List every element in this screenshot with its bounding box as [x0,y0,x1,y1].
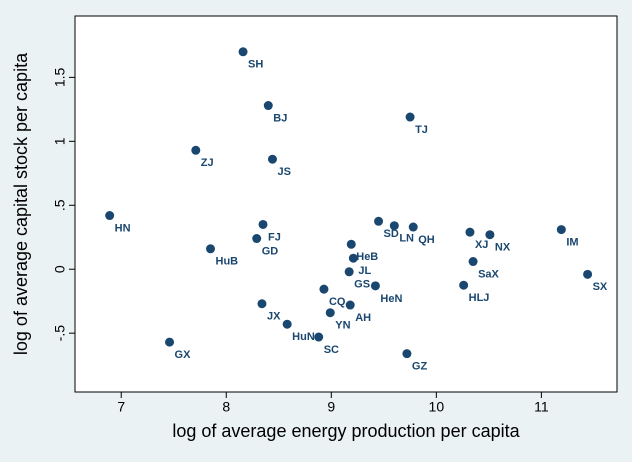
point [348,253,358,263]
point [344,267,354,277]
point [165,337,175,347]
point [267,154,277,164]
point-label: YN [335,320,350,332]
y-tick-label: 1.5 [52,67,68,87]
point-label: HLJ [469,292,490,304]
point-label: SD [384,228,399,240]
point-label: JX [267,311,281,323]
x-axis-label: log of average energy production per cap… [172,421,520,441]
x-tick-label: 11 [534,399,549,415]
point-label: CQ [329,296,346,308]
point-label: GX [175,349,192,361]
point-label: BJ [273,112,287,124]
point [408,222,418,232]
point-label: IM [566,236,578,248]
point [370,281,380,291]
y-tick-label: 0 [52,265,68,273]
point [405,112,415,122]
point [465,227,475,237]
point [346,239,356,249]
point [374,216,384,226]
point [485,230,495,240]
point [345,300,355,310]
point [583,269,593,279]
point [263,101,273,111]
y-tick-label: -.5 [52,325,68,342]
point [459,280,469,290]
point-label: HuN [292,331,315,343]
point-label: GZ [412,361,428,373]
point-label: HuB [216,256,239,268]
point [325,308,335,318]
point-label: SH [248,59,263,71]
x-tick-label: 9 [327,399,335,415]
point [238,47,248,57]
plot-area [74,15,618,393]
point [468,257,478,267]
point-label: AH [355,312,371,324]
point [105,211,115,221]
x-tick-label: 10 [429,399,445,415]
point [319,284,329,294]
point-label: FJ [268,231,281,243]
point [282,319,292,329]
point-label: GS [354,279,370,291]
point [402,349,412,359]
point-label: JS [277,166,290,178]
point-label: HN [115,222,131,234]
point [389,221,399,231]
point-label: LN [399,233,414,245]
point-label: GD [262,245,279,257]
point-label: HeN [380,293,402,305]
point [252,234,262,244]
point-label: ZJ [201,157,214,169]
point [206,244,215,254]
point [556,225,566,235]
point-label: SX [593,281,608,293]
point-label: SC [324,344,339,356]
point-label: TJ [415,124,428,136]
y-axis-label: log of average capital stock per capita [11,52,31,355]
point [314,332,324,342]
point-label: SaX [478,268,499,280]
point-label: JL [358,265,371,277]
point [191,145,201,155]
point-label: XJ [475,239,488,251]
x-tick-label: 8 [222,399,230,415]
point [258,219,268,229]
point [257,299,267,309]
point-label: QH [418,234,435,246]
point-label: NX [495,242,511,254]
point-label: HeB [356,251,378,263]
y-tick-label: .5 [52,199,68,211]
y-tick-label: 1 [52,137,68,145]
x-tick-label: 7 [117,399,125,415]
